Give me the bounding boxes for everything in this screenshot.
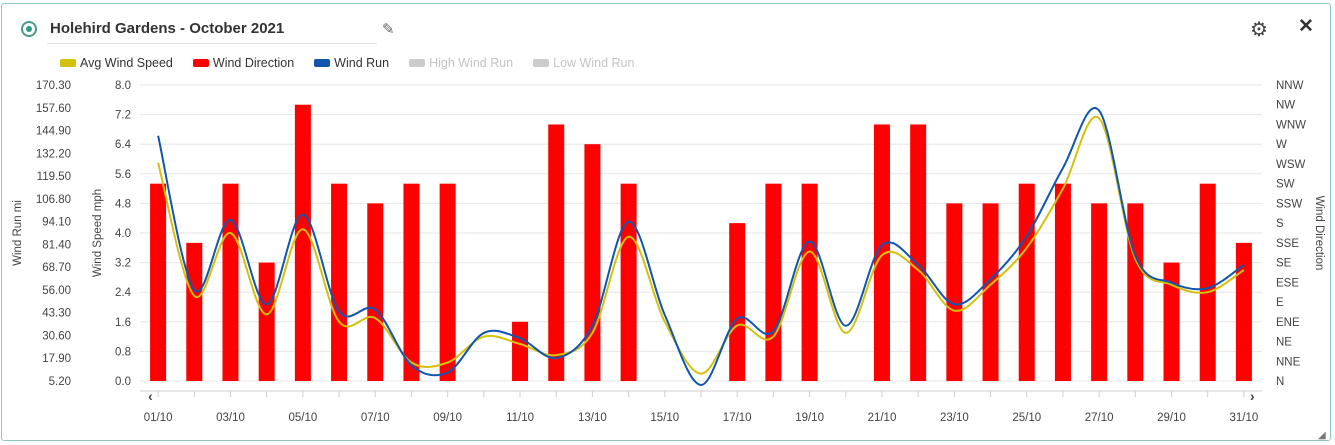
resize-handle-icon[interactable]: ◢: [1318, 430, 1326, 441]
pencil-icon[interactable]: ✎: [382, 21, 395, 38]
station-radio-icon[interactable]: [21, 21, 37, 37]
gear-icon[interactable]: ⚙: [1250, 19, 1268, 41]
legend-wind-direction[interactable]: Wind Direction: [192, 56, 295, 70]
legend-label: High Wind Run: [429, 56, 514, 70]
legend-label: Wind Direction: [212, 56, 295, 70]
chart-panel: Holehird Gardens - October 2021 ✎ ⚙ ✕ Av…: [1, 3, 1331, 441]
legend-swatch: [314, 59, 331, 67]
legend-swatch: [533, 59, 550, 67]
legend-swatch: [60, 59, 76, 67]
legend-label: Avg Wind Speed: [80, 56, 173, 70]
legend-swatch: [192, 59, 209, 67]
title-underline: [47, 43, 377, 44]
close-icon[interactable]: ✕: [1298, 16, 1314, 37]
legend-label: Wind Run: [334, 56, 390, 70]
legend-wind-run[interactable]: Wind Run: [314, 56, 389, 70]
chart-legend: Avg Wind Speed Wind Direction Wind Run H…: [60, 56, 654, 70]
page-title: Holehird Gardens - October 2021: [50, 20, 285, 37]
legend-label: Low Wind Run: [553, 56, 635, 70]
legend-swatch: [409, 59, 426, 67]
legend-avg-wind-speed[interactable]: Avg Wind Speed: [60, 56, 173, 70]
legend-high-wind-run[interactable]: High Wind Run: [409, 56, 513, 70]
legend-low-wind-run[interactable]: Low Wind Run: [533, 56, 634, 70]
